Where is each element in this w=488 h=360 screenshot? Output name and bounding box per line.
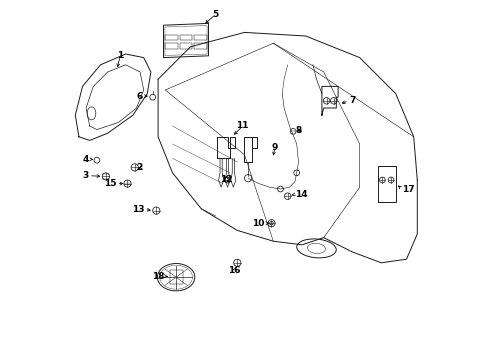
Text: 13: 13 xyxy=(132,205,144,214)
Text: 8: 8 xyxy=(295,126,302,135)
Bar xyxy=(179,35,192,40)
Text: 16: 16 xyxy=(228,266,240,275)
Bar xyxy=(165,43,178,49)
Text: 18: 18 xyxy=(152,271,164,281)
Text: 14: 14 xyxy=(294,190,307,199)
Text: 12: 12 xyxy=(220,175,232,184)
Text: 9: 9 xyxy=(271,143,278,152)
Text: 4: 4 xyxy=(82,154,89,163)
Text: 17: 17 xyxy=(401,184,414,194)
Text: 7: 7 xyxy=(348,96,355,105)
Bar xyxy=(165,35,178,40)
Bar xyxy=(194,43,206,49)
Text: 11: 11 xyxy=(236,122,248,130)
Bar xyxy=(179,43,192,49)
Bar xyxy=(169,270,183,284)
Text: 5: 5 xyxy=(212,10,218,19)
Bar xyxy=(194,35,206,40)
Text: 15: 15 xyxy=(104,179,117,188)
Text: 10: 10 xyxy=(251,219,264,228)
Text: 6: 6 xyxy=(137,91,142,100)
Text: 1: 1 xyxy=(117,51,123,60)
Text: 2: 2 xyxy=(137,163,142,172)
Text: 3: 3 xyxy=(82,171,89,180)
